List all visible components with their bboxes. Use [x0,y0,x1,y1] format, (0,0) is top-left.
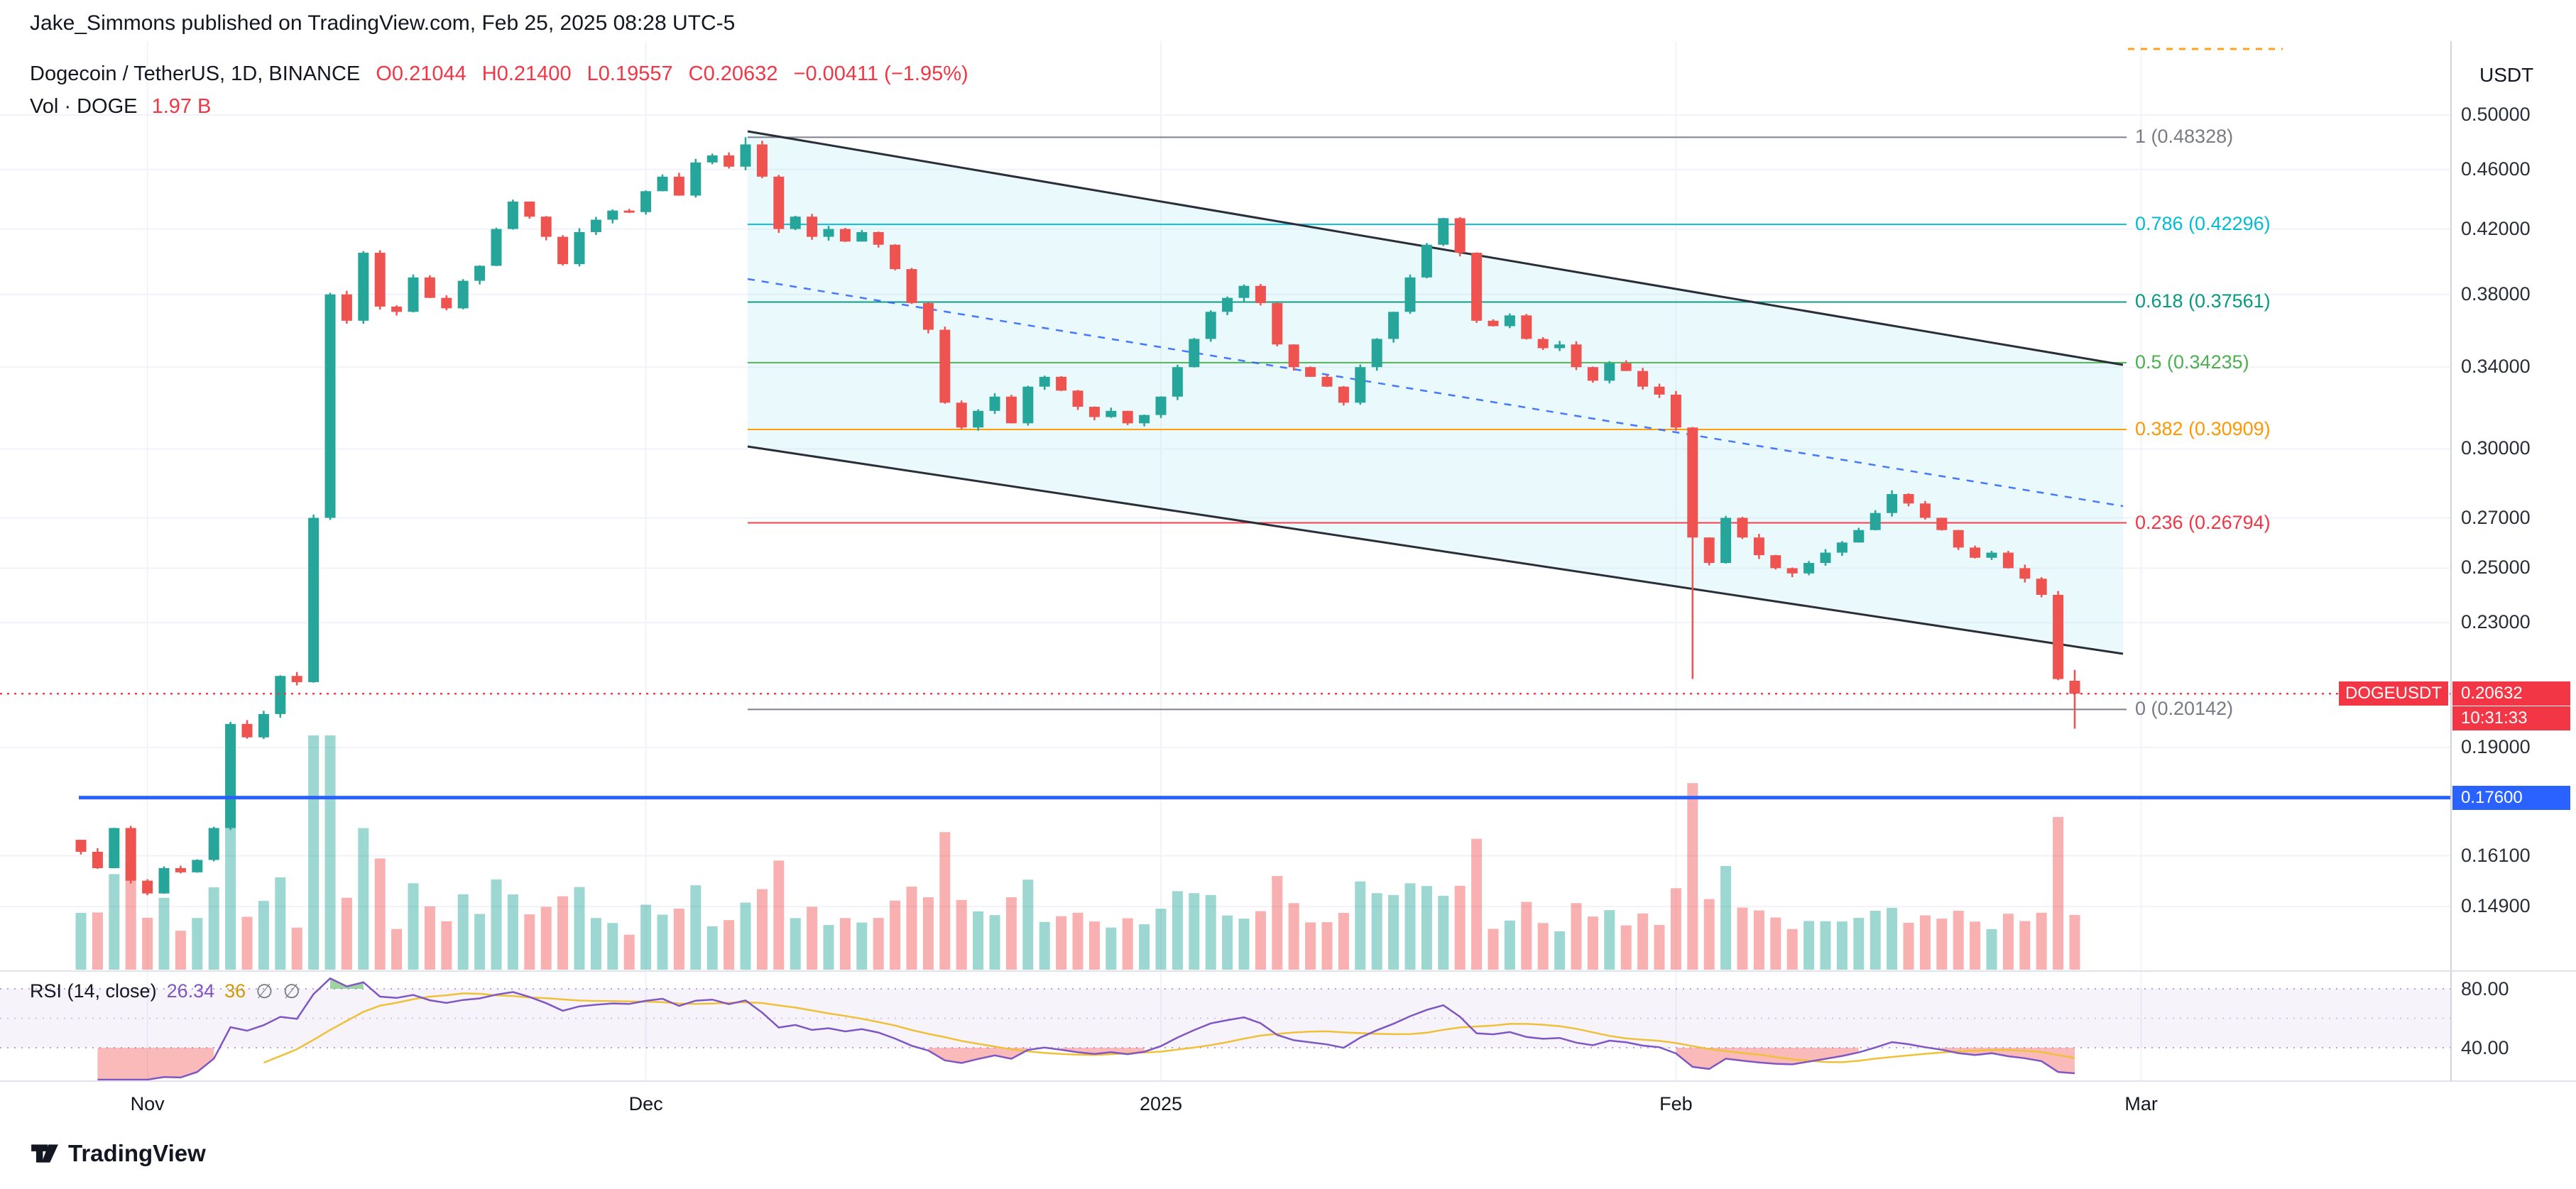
volume-value: 1.97 B [151,95,212,118]
fib-level-label: 0 (0.20142) [2135,698,2234,720]
support-price-badge: 0.17600 [2452,786,2570,810]
time-axis-label: Mar [2124,1093,2158,1114]
rsi-lower-band-label: 40.00 [2461,1037,2509,1058]
settings-indicator-icon[interactable]: ∅ [283,980,300,1002]
ohlc-open: O0.21044 [376,62,466,85]
fib-level-label: 1 (0.48328) [2135,126,2234,148]
time-axis-label: Nov [130,1093,165,1114]
ohlc-close: C0.20632 [688,62,778,85]
countdown-badge: 10:31:33 [2452,706,2570,730]
volume-label: Vol · DOGE [30,95,138,118]
price-axis-label: 0.14900 [2461,895,2531,917]
fib-level-label: 0.5 (0.34235) [2135,351,2249,373]
price-axis-label: 0.16100 [2461,844,2531,866]
fib-level-label: 0.618 (0.37561) [2135,290,2271,312]
tradingview-logo[interactable]: TradingView [30,1139,206,1168]
price-axis-label: 0.25000 [2461,557,2531,579]
tradingview-logo-text: TradingView [68,1140,206,1166]
time-axis-label: Dec [628,1093,663,1114]
time-axis-label: 2025 [1139,1093,1183,1114]
rsi-title: RSI (14, close) [30,980,157,1002]
ohlc-low: L0.19557 [586,62,673,85]
fib-level-label: 0.382 (0.30909) [2135,417,2271,439]
symbol-legend[interactable]: Dogecoin / TetherUS, 1D, BINANCE O0.2104… [30,62,968,86]
price-axis-label: 0.27000 [2461,506,2531,528]
attribution-text: Jake_Simmons published on TradingView.co… [30,11,736,35]
ohlc-high: H0.21400 [481,62,572,85]
price-axis-label: 0.38000 [2461,283,2531,305]
last-price-badge: 0.20632 [2452,681,2570,706]
rsi-upper-band-label: 80.00 [2461,978,2509,999]
price-axis-label: 0.50000 [2461,104,2531,125]
hide-indicator-icon[interactable]: ∅ [256,980,273,1002]
rsi-legend[interactable]: RSI (14, close) 26.34 36 ∅ ∅ [30,980,300,1003]
price-axis-label: 0.19000 [2461,736,2531,758]
symbol-price-flag: DOGEUSDT [2339,681,2448,706]
rsi-value: 26.34 [166,980,215,1002]
fib-level-label: 0.786 (0.42296) [2135,213,2271,235]
volume-legend[interactable]: Vol · DOGE 1.97 B [30,95,211,119]
symbol-title: Dogecoin / TetherUS, 1D, BINANCE [30,62,361,85]
time-axis-label: Feb [1659,1093,1693,1114]
rsi-ma-value: 36 [224,980,246,1002]
price-axis-label: 0.42000 [2461,217,2531,239]
price-axis-currency: USDT [2479,64,2534,86]
price-axis-label: 0.23000 [2461,611,2531,633]
ohlc-change: −0.00411 (−1.95%) [793,62,968,85]
fib-level-label: 0.236 (0.26794) [2135,511,2271,533]
price-axis-label: 0.46000 [2461,158,2531,180]
price-axis-label: 0.34000 [2461,356,2531,378]
price-axis-label: 0.30000 [2461,437,2531,459]
tradingview-logo-icon [31,1144,58,1163]
